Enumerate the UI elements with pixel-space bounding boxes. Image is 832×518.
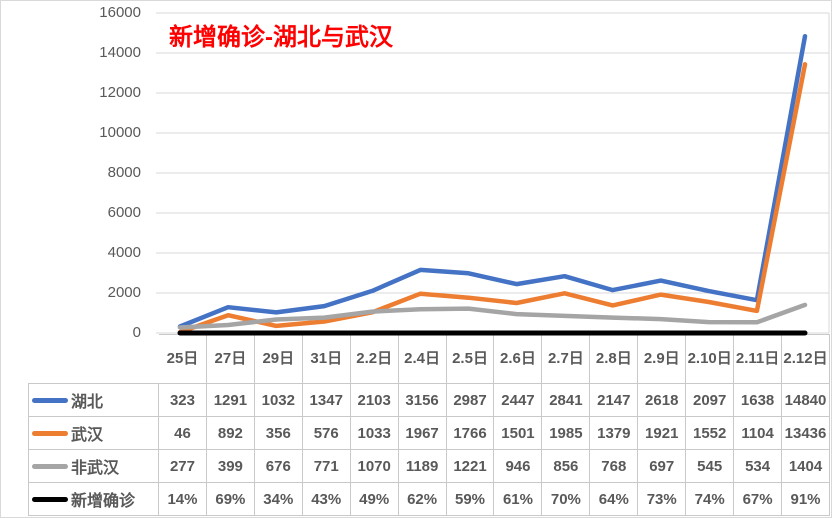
x-axis-label: 2.12日 [782,334,830,384]
value-cell: 14% [159,483,207,516]
legend-key: 新增确诊 [28,483,159,516]
value-cell: 399 [206,450,255,483]
series-line-武汉 [177,62,808,335]
x-axis-label: 27日 [206,334,255,384]
value-cell: 69% [206,483,255,516]
value-cell: 1104 [734,417,783,450]
value-cell: 356 [254,417,303,450]
value-cell: 2447 [494,384,543,417]
value-cell: 70% [542,483,591,516]
value-cell: 892 [206,417,255,450]
series-swatch-新增确诊 [32,496,68,502]
value-cell: 46 [159,417,207,450]
series-name: 新增确诊 [71,493,136,510]
value-cell: 1291 [206,384,255,417]
value-cell: 2987 [446,384,495,417]
value-cell: 2618 [638,384,687,417]
value-cell: 2103 [350,384,399,417]
value-cell: 771 [302,450,351,483]
y-tick-label: 14000 [99,44,141,61]
value-cell: 3156 [398,384,447,417]
value-cell: 61% [494,483,543,516]
value-cell: 1070 [350,450,399,483]
value-cell: 1501 [494,417,543,450]
y-tick-label: 16000 [99,4,141,21]
legend-key: 湖北 [28,384,159,417]
value-cell: 1638 [734,384,783,417]
value-cell: 768 [590,450,639,483]
value-cell: 14840 [782,384,830,417]
value-cell: 73% [638,483,687,516]
y-tick-label: 2000 [107,284,141,301]
value-cell: 34% [254,483,303,516]
x-axis-label: 29日 [254,334,303,384]
value-cell: 64% [590,483,639,516]
x-axis-label: 2.4日 [398,334,447,384]
value-cell: 676 [254,450,303,483]
data-table: 25日 27日 29日 31日 2.2日 2.4日 2.5日 2.6日 2.7日 2.8日 2.9日… [28,334,830,516]
value-cell: 1033 [350,417,399,450]
series-swatch-湖北 [32,397,68,403]
y-tick-label: 4000 [107,244,141,261]
value-cell: 1404 [782,450,830,483]
table-corner-cell [28,334,159,384]
value-cell: 1189 [398,450,447,483]
legend-key: 非武汉 [28,450,159,483]
value-cell: 2097 [686,384,735,417]
value-cell: 62% [398,483,447,516]
value-cell: 1347 [302,384,351,417]
value-cell: 946 [494,450,543,483]
y-tick-label: 12000 [99,84,141,101]
value-cell: 545 [686,450,735,483]
value-cell: 59% [446,483,495,516]
value-cell: 43% [302,483,351,516]
legend-key: 武汉 [28,417,159,450]
series-name: 湖北 [71,394,104,411]
x-axis-label: 25日 [159,334,207,384]
x-axis-label: 2.10日 [686,334,735,384]
x-axis-label: 2.6日 [494,334,543,384]
value-cell: 1379 [590,417,639,450]
x-axis-label: 2.11日 [734,334,783,384]
series-swatch-非武汉 [32,463,68,469]
value-cell: 49% [350,483,399,516]
y-tick-label: 0 [132,324,141,341]
value-cell: 576 [302,417,351,450]
y-tick-label: 6000 [107,204,141,221]
value-cell: 1967 [398,417,447,450]
x-axis-label: 2.5日 [446,334,495,384]
value-cell: 1221 [446,450,495,483]
value-cell: 1985 [542,417,591,450]
value-cell: 856 [542,450,591,483]
x-axis-label: 2.9日 [638,334,687,384]
value-cell: 1032 [254,384,303,417]
series-line-湖北 [177,33,808,329]
value-cell: 534 [734,450,783,483]
value-cell: 1766 [446,417,495,450]
y-tick-label: 10000 [99,124,141,141]
value-cell: 91% [782,483,830,516]
chart-title: 新增确诊-湖北与武汉 [169,24,393,51]
value-cell: 1921 [638,417,687,450]
value-cell: 13436 [782,417,830,450]
x-axis-label: 31日 [302,334,351,384]
value-cell: 67% [734,483,783,516]
series-name: 武汉 [71,427,104,444]
value-cell: 697 [638,450,687,483]
x-axis-label: 2.7日 [542,334,591,384]
x-axis-label: 2.8日 [590,334,639,384]
value-cell: 74% [686,483,735,516]
y-tick-label: 8000 [107,164,141,181]
value-cell: 277 [159,450,207,483]
value-cell: 2841 [542,384,591,417]
value-cell: 323 [159,384,207,417]
series-line-非武汉 [177,302,808,330]
series-name: 非武汉 [71,460,120,477]
value-cell: 2147 [590,384,639,417]
value-cell: 1552 [686,417,735,450]
series-swatch-武汉 [32,430,68,436]
x-axis-label: 2.2日 [350,334,399,384]
